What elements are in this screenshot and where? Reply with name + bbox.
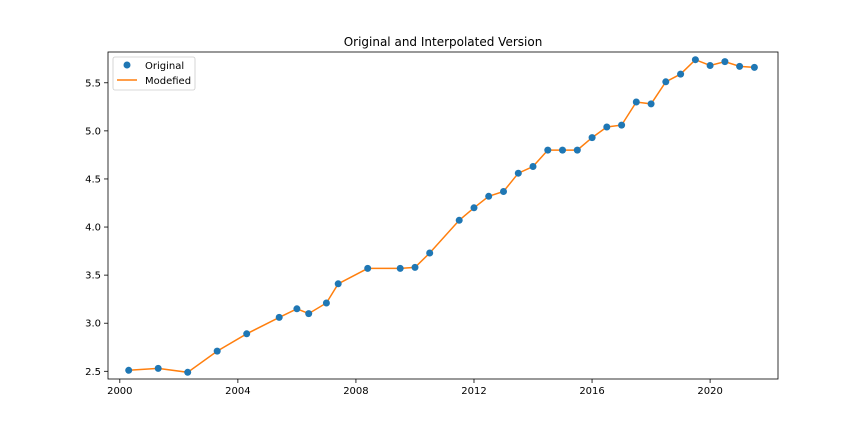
data-point-original [411, 263, 419, 271]
y-tick-label: 4.0 [85, 223, 101, 234]
data-point-original [647, 100, 655, 108]
x-tick-label: 2000 [107, 386, 132, 397]
legend-box [112, 56, 196, 91]
data-point-original [736, 62, 744, 70]
series-line-modefied [128, 58, 755, 374]
legend-label-original: Original [145, 61, 184, 72]
data-point-original [677, 70, 685, 78]
data-point-original [275, 313, 283, 321]
y-tick-label: 5.0 [85, 126, 101, 137]
data-point-original [426, 249, 434, 257]
x-tick-label: 2012 [461, 386, 486, 397]
data-point-original [154, 364, 162, 372]
data-point-original [691, 56, 699, 64]
y-tick-label: 3.0 [85, 319, 101, 330]
data-point-original [573, 146, 581, 154]
axes-frame [107, 51, 779, 380]
data-point-original [293, 305, 301, 313]
data-point-original [334, 280, 342, 288]
plot-area [125, 56, 758, 376]
data-point-original [125, 366, 133, 374]
y-tick-label: 4.5 [85, 174, 101, 185]
data-point-original [364, 264, 372, 272]
x-tick-label: 2008 [343, 386, 368, 397]
data-point-original [455, 216, 463, 224]
y-tick-label: 3.5 [85, 271, 101, 282]
data-point-original [603, 123, 611, 131]
data-point-original [322, 299, 330, 307]
data-point-original [485, 192, 493, 200]
data-point-original [544, 146, 552, 154]
data-point-original [470, 204, 478, 212]
data-point-original [662, 78, 670, 86]
data-point-original [721, 58, 729, 66]
data-point-original [559, 146, 566, 154]
data-point-original [529, 163, 537, 170]
data-point-original [500, 188, 507, 195]
data-point-original [305, 310, 313, 318]
legend: Original Modefied [112, 56, 196, 91]
data-point-original [243, 330, 251, 338]
x-tick-label: 2004 [225, 386, 250, 397]
data-point-original [396, 264, 404, 272]
data-point-original [618, 121, 626, 129]
y-tick-label: 2.5 [85, 367, 101, 378]
data-point-original [588, 134, 596, 142]
legend-label-modefied: Modefied [145, 76, 191, 87]
x-tick-label: 2020 [697, 386, 722, 397]
data-point-original [213, 347, 221, 355]
data-point-original [706, 62, 714, 69]
chart-title: Original and Interpolated Version [344, 35, 543, 49]
axes: 2000 2004 2008 2012 2016 2020 2.5 3.0 3.5 4.0 4.5 5… [85, 78, 723, 397]
data-point-original [632, 98, 640, 106]
data-point-original [750, 63, 758, 71]
x-tick-label: 2016 [579, 386, 604, 397]
data-point-original [184, 368, 192, 376]
y-tick-label: 5.5 [85, 78, 101, 89]
data-point-original [514, 169, 522, 177]
legend-marker-original [123, 61, 131, 69]
